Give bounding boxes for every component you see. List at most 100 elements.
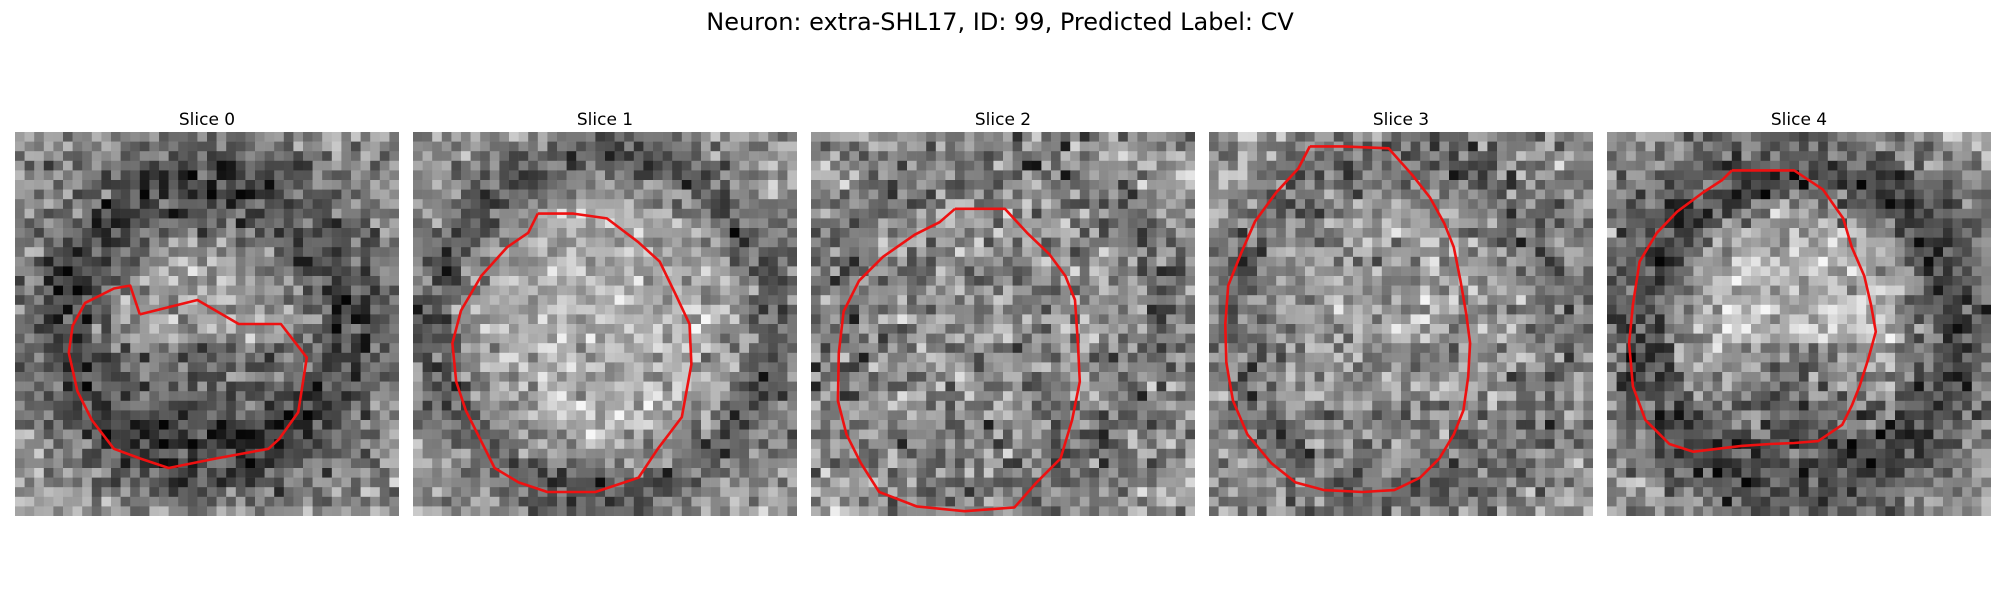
image-pixel bbox=[63, 448, 73, 459]
image-pixel bbox=[331, 400, 342, 411]
image-pixel bbox=[1070, 496, 1081, 507]
image-pixel bbox=[63, 372, 73, 382]
image-pixel bbox=[370, 333, 381, 344]
image-pixel bbox=[595, 247, 606, 258]
image-pixel bbox=[787, 391, 797, 402]
image-pixel bbox=[111, 295, 121, 306]
image-pixel bbox=[461, 343, 471, 354]
image-pixel bbox=[624, 180, 635, 190]
image-pixel bbox=[1391, 132, 1402, 142]
image-pixel bbox=[187, 208, 198, 219]
image-pixel bbox=[1175, 458, 1186, 469]
image-pixel bbox=[370, 372, 381, 382]
image-pixel bbox=[955, 352, 965, 363]
image-pixel bbox=[859, 189, 869, 200]
image-pixel bbox=[1391, 170, 1402, 181]
image-pixel bbox=[255, 400, 265, 411]
image-pixel bbox=[216, 170, 227, 181]
image-pixel bbox=[1185, 247, 1195, 258]
image-pixel bbox=[945, 410, 956, 421]
image-pixel bbox=[758, 468, 769, 478]
image-pixel bbox=[379, 343, 390, 354]
image-pixel bbox=[216, 208, 227, 219]
image-pixel bbox=[662, 439, 673, 450]
image-pixel bbox=[101, 324, 112, 334]
image-pixel bbox=[1156, 132, 1167, 142]
image-pixel bbox=[139, 266, 150, 277]
image-pixel bbox=[235, 391, 246, 402]
image-pixel bbox=[720, 448, 731, 459]
image-pixel bbox=[341, 266, 352, 277]
image-pixel bbox=[983, 314, 994, 325]
image-pixel bbox=[149, 343, 160, 354]
image-pixel bbox=[777, 141, 788, 152]
image-pixel bbox=[461, 266, 471, 277]
image-pixel bbox=[1137, 429, 1148, 440]
image-pixel bbox=[322, 237, 333, 248]
image-pixel bbox=[576, 237, 587, 248]
image-pixel bbox=[878, 477, 889, 488]
image-pixel bbox=[739, 276, 750, 286]
image-pixel bbox=[878, 218, 889, 229]
image-pixel bbox=[139, 199, 150, 210]
image-pixel bbox=[293, 372, 304, 382]
image-pixel bbox=[187, 132, 198, 142]
image-pixel bbox=[576, 266, 587, 277]
image-pixel bbox=[1353, 151, 1363, 162]
image-pixel bbox=[839, 506, 850, 516]
image-pixel bbox=[34, 247, 45, 258]
image-pixel bbox=[43, 468, 54, 478]
image-pixel bbox=[576, 180, 587, 190]
image-pixel bbox=[839, 256, 850, 267]
image-pixel bbox=[983, 151, 994, 162]
image-pixel bbox=[1003, 496, 1013, 507]
image-pixel bbox=[878, 362, 889, 373]
image-pixel bbox=[830, 458, 841, 469]
image-pixel bbox=[710, 429, 721, 440]
image-pixel bbox=[168, 458, 179, 469]
image-pixel bbox=[897, 266, 908, 277]
image-pixel bbox=[566, 276, 577, 286]
image-pixel bbox=[413, 276, 423, 286]
image-pixel bbox=[451, 362, 462, 373]
image-pixel bbox=[897, 141, 908, 152]
image-pixel bbox=[557, 372, 567, 382]
image-pixel bbox=[777, 314, 788, 325]
image-pixel bbox=[1381, 132, 1392, 142]
image-pixel bbox=[974, 372, 985, 382]
image-pixel bbox=[187, 266, 198, 277]
image-pixel bbox=[101, 247, 112, 258]
image-pixel bbox=[681, 256, 692, 267]
image-pixel bbox=[379, 429, 390, 440]
image-pixel bbox=[787, 199, 797, 210]
image-pixel bbox=[643, 276, 654, 286]
image-pixel bbox=[1118, 228, 1129, 238]
image-pixel bbox=[537, 314, 548, 325]
image-pixel bbox=[830, 439, 841, 450]
image-pixel bbox=[509, 372, 519, 382]
image-pixel bbox=[1166, 276, 1177, 286]
image-pixel bbox=[701, 266, 711, 277]
image-pixel bbox=[1449, 132, 1459, 142]
image-pixel bbox=[413, 208, 423, 219]
image-pixel bbox=[1118, 132, 1129, 142]
image-pixel bbox=[226, 324, 237, 334]
image-pixel bbox=[820, 496, 831, 507]
image-pixel bbox=[159, 362, 169, 373]
image-pixel bbox=[935, 333, 946, 344]
image-pixel bbox=[739, 439, 750, 450]
image-pixel bbox=[681, 439, 692, 450]
image-pixel bbox=[1127, 228, 1138, 238]
image-pixel bbox=[897, 333, 908, 344]
image-pixel bbox=[1324, 151, 1335, 162]
image-pixel bbox=[24, 477, 35, 488]
image-pixel bbox=[1137, 295, 1148, 306]
image-pixel bbox=[955, 266, 965, 277]
image-pixel bbox=[303, 496, 313, 507]
image-pixel bbox=[178, 410, 189, 421]
image-pixel bbox=[1012, 362, 1023, 373]
image-pixel bbox=[518, 487, 529, 498]
image-pixel bbox=[576, 468, 587, 478]
image-pixel bbox=[720, 151, 731, 162]
image-pixel bbox=[1070, 352, 1081, 363]
